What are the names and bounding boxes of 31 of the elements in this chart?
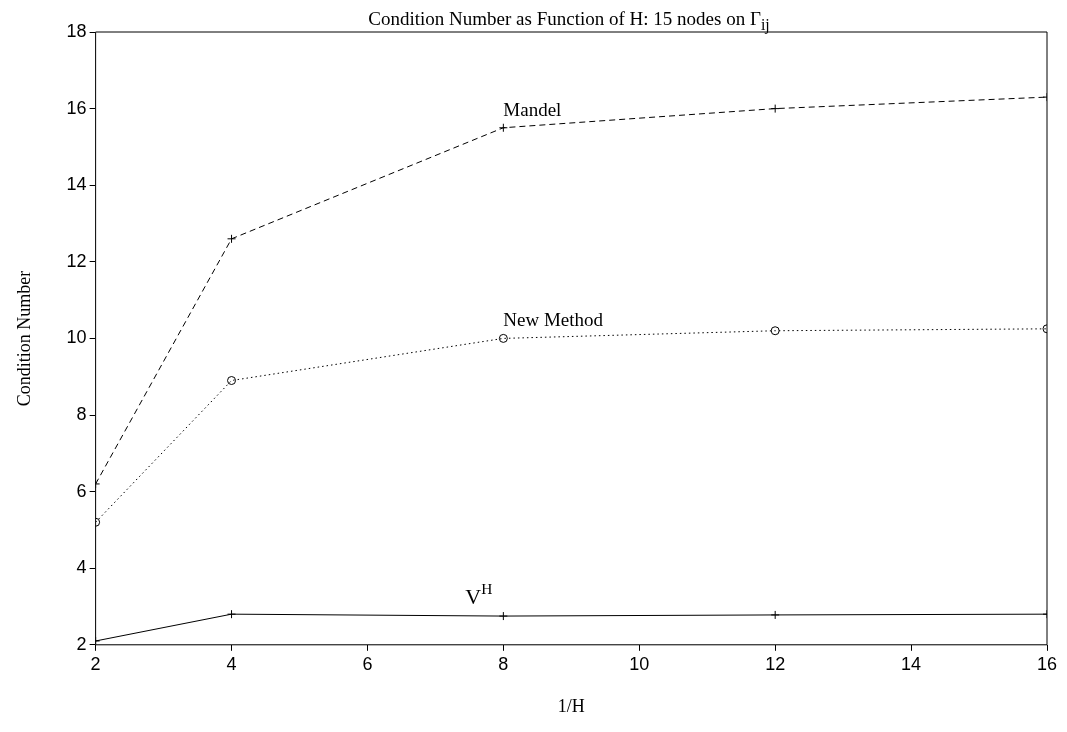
y-tick-label: 2 <box>76 633 87 654</box>
point <box>498 333 508 343</box>
point <box>227 234 237 244</box>
x-tick-label: 4 <box>226 653 237 674</box>
y-tick-label: 10 <box>66 327 87 348</box>
x-tick-label: 2 <box>90 653 101 674</box>
y-tick-label: 14 <box>66 174 87 195</box>
y-tick-label: 16 <box>66 97 87 118</box>
point <box>770 326 780 336</box>
x-tick-label: 6 <box>362 653 373 674</box>
point <box>770 104 780 114</box>
point <box>770 610 780 620</box>
point <box>498 123 508 133</box>
y-tick-label: 18 <box>66 20 87 41</box>
x-tick-label: 14 <box>901 653 922 674</box>
y-tick-label: 12 <box>66 250 87 271</box>
point <box>227 609 237 619</box>
series-label: New Method <box>503 309 604 331</box>
series-label: Mandel <box>503 98 562 120</box>
x-tick-label: 12 <box>765 653 786 674</box>
x-axis-title: 1/H <box>557 695 585 716</box>
x-tick-label: 10 <box>629 653 650 674</box>
y-tick-label: 8 <box>76 403 87 424</box>
y-tick-label: 4 <box>76 557 87 578</box>
x-tick-label: 8 <box>498 653 509 674</box>
point <box>227 376 237 386</box>
y-axis-title: Condition Number <box>13 270 34 407</box>
y-tick-label: 6 <box>76 480 87 501</box>
chart-title: Condition Number as Function of H: 15 nodes on Γ$_{ij}$ <box>367 8 771 34</box>
x-tick-label: 16 <box>1036 653 1058 674</box>
point <box>498 611 508 621</box>
